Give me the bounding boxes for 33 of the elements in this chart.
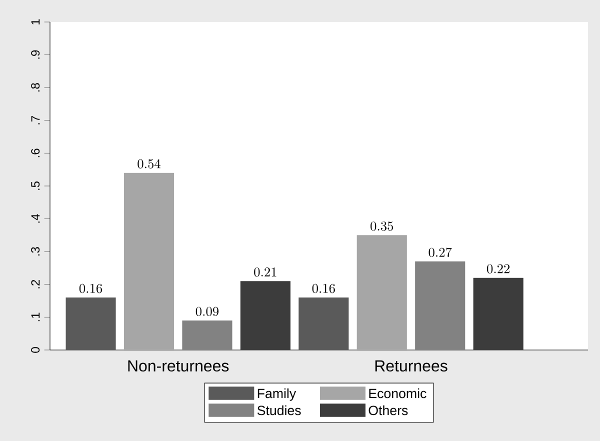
y-tick-label: 1 xyxy=(31,19,40,24)
data-label: 0.27 xyxy=(428,248,452,258)
bar xyxy=(415,261,466,350)
bar xyxy=(66,298,116,350)
y-tick-label: 0 xyxy=(31,347,40,353)
y-tick-label: .8 xyxy=(31,83,40,92)
bar xyxy=(298,298,349,350)
data-label: 0. 16 xyxy=(312,284,335,294)
data-label: 0.21 xyxy=(254,268,276,277)
data-label: 0. 16 xyxy=(79,284,102,294)
data-label: 0.09 xyxy=(196,306,218,316)
y-tick-label: .4 xyxy=(31,214,40,223)
data-label: 0.35 xyxy=(370,222,394,231)
x-tick-label: Non-returnees xyxy=(128,360,229,372)
bar xyxy=(240,281,290,350)
bar xyxy=(124,172,174,350)
bar xyxy=(356,235,407,350)
bar xyxy=(473,278,524,350)
legend-label: Economic xyxy=(369,388,426,398)
x-tick-label: Returnees xyxy=(375,360,448,372)
y-tick-label: .9 xyxy=(31,50,40,59)
legend-label: Family xyxy=(258,388,296,401)
y-tick-label: .2 xyxy=(31,280,40,288)
y-tick-label: .3 xyxy=(31,247,40,256)
y-tick-label: .1 xyxy=(31,312,40,322)
data-label: 0.22 xyxy=(487,264,510,274)
y-tick-label: .5 xyxy=(31,181,40,190)
legend-label: Others xyxy=(368,405,408,416)
bar xyxy=(182,320,232,350)
legend-label: Studies xyxy=(257,405,301,416)
data-label: 0.54 xyxy=(138,159,160,168)
y-tick-label: .7 xyxy=(31,116,40,124)
y-tick-label: .6 xyxy=(31,148,40,158)
